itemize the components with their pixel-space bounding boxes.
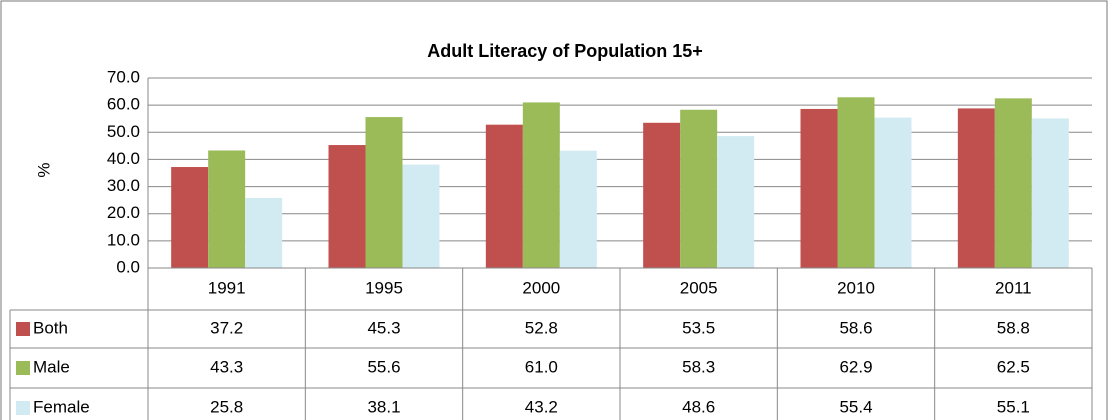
legend-label: Female bbox=[33, 397, 90, 416]
bar bbox=[643, 122, 681, 269]
table-value: 62.5 bbox=[997, 357, 1030, 376]
table-value: 58.6 bbox=[839, 318, 872, 337]
y-tick-label: 60.0 bbox=[107, 95, 140, 114]
y-tick-label: 10.0 bbox=[107, 230, 140, 249]
table-value: 25.8 bbox=[210, 397, 243, 416]
table-value: 48.6 bbox=[682, 397, 715, 416]
x-tick-label: 1991 bbox=[208, 278, 246, 297]
chart-title: Adult Literacy of Population 15+ bbox=[427, 41, 703, 61]
legend-label: Male bbox=[33, 357, 70, 376]
legend-key bbox=[16, 322, 30, 336]
table-value: 43.2 bbox=[525, 397, 558, 416]
x-tick-label: 2000 bbox=[522, 278, 560, 297]
bar bbox=[245, 197, 283, 268]
bar bbox=[365, 117, 403, 268]
y-tick-label: 50.0 bbox=[107, 122, 140, 141]
y-tick-label: 40.0 bbox=[107, 149, 140, 168]
table-value: 45.3 bbox=[367, 318, 400, 337]
bar bbox=[402, 164, 440, 268]
bar bbox=[559, 150, 597, 268]
y-tick-label: 30.0 bbox=[107, 176, 140, 195]
table-value: 62.9 bbox=[839, 357, 872, 376]
x-tick-label: 2005 bbox=[680, 278, 718, 297]
bar bbox=[328, 145, 366, 268]
bar bbox=[171, 167, 209, 268]
legend-label: Both bbox=[33, 318, 68, 337]
bar bbox=[717, 136, 755, 268]
table-value: 55.1 bbox=[997, 397, 1030, 416]
legend-key bbox=[16, 401, 30, 415]
bar bbox=[957, 108, 995, 269]
y-axis-label: % bbox=[34, 162, 53, 177]
table-value: 55.4 bbox=[839, 397, 872, 416]
bar bbox=[680, 109, 718, 268]
table-value: 58.8 bbox=[997, 318, 1030, 337]
bar bbox=[837, 97, 875, 269]
y-tick-label: 0.0 bbox=[116, 257, 140, 276]
bar bbox=[522, 102, 560, 268]
bar bbox=[994, 98, 1032, 268]
legend-key bbox=[16, 361, 30, 375]
table-value: 37.2 bbox=[210, 318, 243, 337]
x-tick-label: 2011 bbox=[995, 278, 1032, 297]
bar bbox=[874, 117, 912, 268]
x-tick-label: 1995 bbox=[365, 278, 403, 297]
table-value: 52.8 bbox=[525, 318, 558, 337]
bar bbox=[1031, 118, 1069, 268]
table-value: 53.5 bbox=[682, 318, 715, 337]
y-tick-label: 70.0 bbox=[107, 67, 140, 86]
table-value: 55.6 bbox=[367, 357, 400, 376]
table-value: 43.3 bbox=[210, 357, 243, 376]
table-value: 38.1 bbox=[367, 397, 400, 416]
bar bbox=[800, 108, 838, 268]
bar bbox=[208, 150, 246, 268]
x-tick-label: 2010 bbox=[837, 278, 875, 297]
y-tick-label: 20.0 bbox=[107, 203, 140, 222]
bar bbox=[485, 124, 523, 268]
table-value: 58.3 bbox=[682, 357, 715, 376]
table-value: 61.0 bbox=[525, 357, 558, 376]
